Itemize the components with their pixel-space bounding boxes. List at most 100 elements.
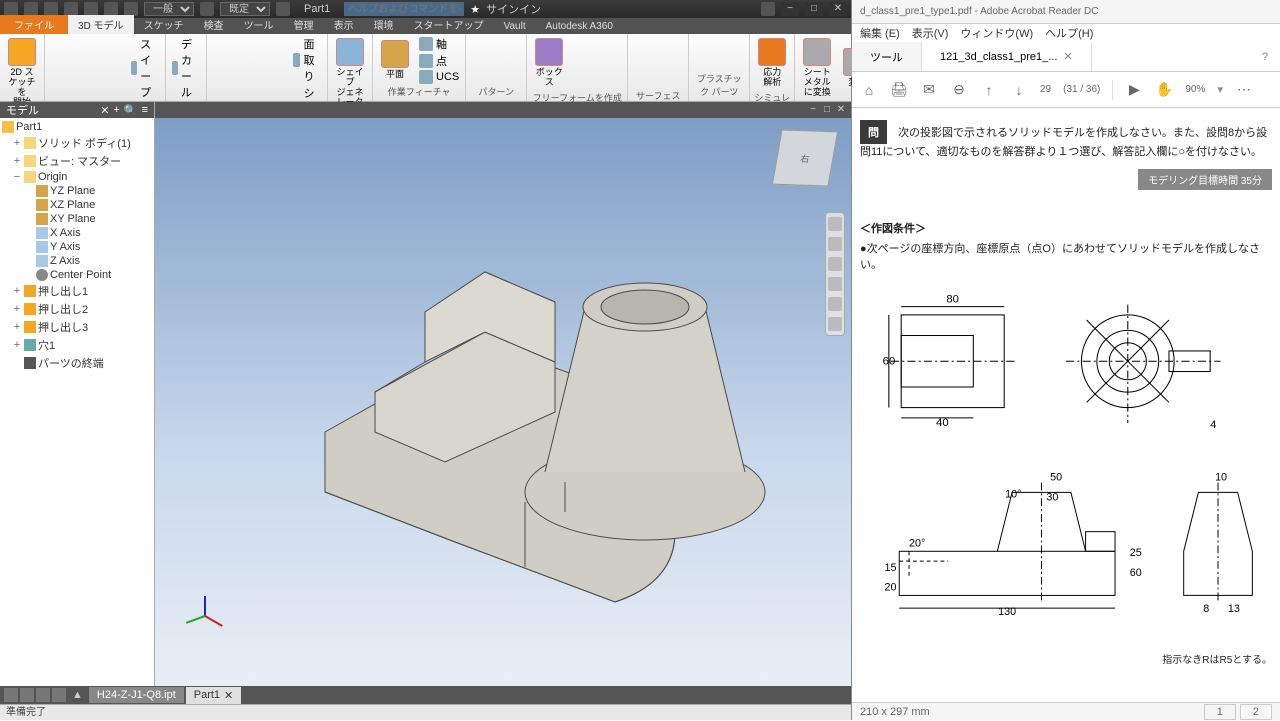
- maximize-button[interactable]: □: [805, 2, 823, 16]
- menu-help[interactable]: ヘルプ(H): [1045, 25, 1093, 41]
- ribbon-icon[interactable]: [470, 43, 486, 59]
- ribbon-icon[interactable]: [668, 36, 684, 52]
- ribbon-button[interactable]: ボックス: [531, 36, 567, 90]
- tab-inspect[interactable]: 検査: [194, 15, 234, 34]
- ribbon-small-button[interactable]: 面取り: [291, 36, 323, 84]
- tab-document[interactable]: 121_3d_class1_pre1_...✕: [922, 42, 1092, 71]
- hand-icon[interactable]: ✋: [1155, 81, 1173, 99]
- menu-view[interactable]: 表示(V): [912, 25, 949, 41]
- tab-environment[interactable]: 環境: [364, 15, 404, 34]
- close-icon[interactable]: ✕: [100, 104, 109, 117]
- doc-tab-1[interactable]: Part1✕: [186, 687, 242, 704]
- doc-tab-0[interactable]: H24-Z-J1-Q8.ipt: [89, 687, 184, 703]
- tree-item[interactable]: +押し出し1: [0, 282, 154, 300]
- new-icon[interactable]: [24, 2, 38, 16]
- vp-min-icon[interactable]: −: [807, 104, 819, 116]
- help-search-input[interactable]: [344, 2, 464, 16]
- ribbon-icon[interactable]: [693, 55, 709, 71]
- nav-look-icon[interactable]: [828, 297, 842, 311]
- tab-tools[interactable]: ツール: [852, 42, 922, 71]
- ribbon-icon[interactable]: [729, 37, 745, 53]
- nav-orbit-icon[interactable]: [828, 237, 842, 251]
- cart-icon[interactable]: [761, 2, 775, 16]
- ribbon-icon[interactable]: [506, 61, 522, 77]
- ribbon-button[interactable]: 応力解析: [754, 36, 790, 90]
- layout4-icon[interactable]: [52, 688, 66, 702]
- ribbon-button[interactable]: 平面: [377, 38, 413, 82]
- ribbon-small-button[interactable]: 軸: [417, 36, 461, 52]
- vp-close-icon[interactable]: ✕: [835, 104, 847, 116]
- tree-item[interactable]: +押し出し2: [0, 300, 154, 318]
- tab-manage[interactable]: 管理: [284, 15, 324, 34]
- tab-startup[interactable]: スタートアップ: [404, 15, 494, 34]
- redo-icon[interactable]: [104, 2, 118, 16]
- tree-item[interactable]: Y Axis: [0, 240, 154, 254]
- app-icon[interactable]: [4, 2, 18, 16]
- up-icon[interactable]: ↑: [980, 81, 998, 99]
- ribbon-icon[interactable]: [632, 72, 648, 88]
- save-icon[interactable]: [64, 2, 78, 16]
- mail-icon[interactable]: ✉: [920, 81, 938, 99]
- nav-zoom-icon[interactable]: [828, 277, 842, 291]
- tree-item[interactable]: XZ Plane: [0, 198, 154, 212]
- down-icon[interactable]: ↓: [1010, 81, 1028, 99]
- layout3-icon[interactable]: [36, 688, 50, 702]
- home-icon[interactable]: ⌂: [860, 81, 878, 99]
- nav-home-icon[interactable]: [828, 217, 842, 231]
- ribbon-icon[interactable]: [571, 55, 587, 71]
- viewport[interactable]: − □ ✕ 右: [155, 102, 851, 686]
- ribbon-icon[interactable]: [589, 55, 605, 71]
- ribbon-button[interactable]: 2D スケッチを開始: [4, 36, 40, 110]
- tree-item[interactable]: Z Axis: [0, 254, 154, 268]
- zoom-level[interactable]: 90%: [1185, 84, 1205, 95]
- nav-full-icon[interactable]: [828, 317, 842, 331]
- tab-tools[interactable]: ツール: [234, 15, 284, 34]
- ribbon-icon[interactable]: [632, 54, 648, 70]
- select-icon[interactable]: ▶: [1125, 81, 1143, 99]
- tree-item[interactable]: +ビュー: マスター: [0, 152, 154, 170]
- open-icon[interactable]: [44, 2, 58, 16]
- search-icon[interactable]: 🔍: [124, 104, 138, 117]
- vp-max-icon[interactable]: □: [821, 104, 833, 116]
- tab-vault[interactable]: Vault: [494, 19, 536, 34]
- close-icon[interactable]: ✕: [1063, 50, 1072, 63]
- tree-item[interactable]: パーツの終端: [0, 354, 154, 372]
- ribbon-icon[interactable]: [607, 55, 623, 71]
- tree-item[interactable]: +押し出し3: [0, 318, 154, 336]
- more-icon[interactable]: ⋯: [1235, 81, 1253, 99]
- add-icon[interactable]: +: [113, 104, 119, 117]
- ribbon-icon[interactable]: [711, 55, 727, 71]
- ribbon-icon[interactable]: [650, 54, 666, 70]
- undo-icon[interactable]: [84, 2, 98, 16]
- print-icon[interactable]: 🖨: [890, 81, 908, 99]
- tab-file[interactable]: ファイル: [0, 15, 68, 34]
- ribbon-small-button[interactable]: デカール: [170, 36, 202, 100]
- menu-edit[interactable]: 編集 (E): [860, 25, 900, 41]
- menu-window[interactable]: ウィンドウ(W): [960, 25, 1033, 41]
- help-icon[interactable]: ?: [1250, 42, 1280, 71]
- ribbon-button[interactable]: シェイプジェネレータ: [332, 36, 368, 110]
- ribbon-icon[interactable]: [650, 36, 666, 52]
- ribbon-button[interactable]: シート メタルに変換: [799, 36, 835, 100]
- tree-root[interactable]: Part1: [0, 120, 154, 134]
- selection-mode-dropdown[interactable]: 一般: [144, 2, 194, 16]
- tree-item[interactable]: X Axis: [0, 226, 154, 240]
- ribbon-icon[interactable]: [729, 55, 745, 71]
- tree-item[interactable]: YZ Plane: [0, 184, 154, 198]
- ribbon-icon[interactable]: [668, 72, 684, 88]
- appearance-dropdown[interactable]: 既定: [220, 2, 270, 16]
- ribbon-icon[interactable]: [668, 54, 684, 70]
- filter-icon[interactable]: ≡: [142, 104, 148, 117]
- minimize-button[interactable]: −: [781, 2, 799, 16]
- ribbon-icon[interactable]: [506, 43, 522, 59]
- layout2-icon[interactable]: [20, 688, 34, 702]
- tree-item[interactable]: +ソリッド ボディ(1): [0, 134, 154, 152]
- tab-3dmodel[interactable]: 3D モデル: [68, 15, 134, 34]
- tree-item[interactable]: XY Plane: [0, 212, 154, 226]
- color-icon[interactable]: [276, 2, 290, 16]
- ribbon-icon[interactable]: [470, 61, 486, 77]
- page-number[interactable]: 29: [1040, 84, 1051, 95]
- tree-item[interactable]: +穴1: [0, 336, 154, 354]
- ribbon-small-button[interactable]: スイープ: [129, 36, 161, 100]
- tree-item[interactable]: −Origin: [0, 170, 154, 184]
